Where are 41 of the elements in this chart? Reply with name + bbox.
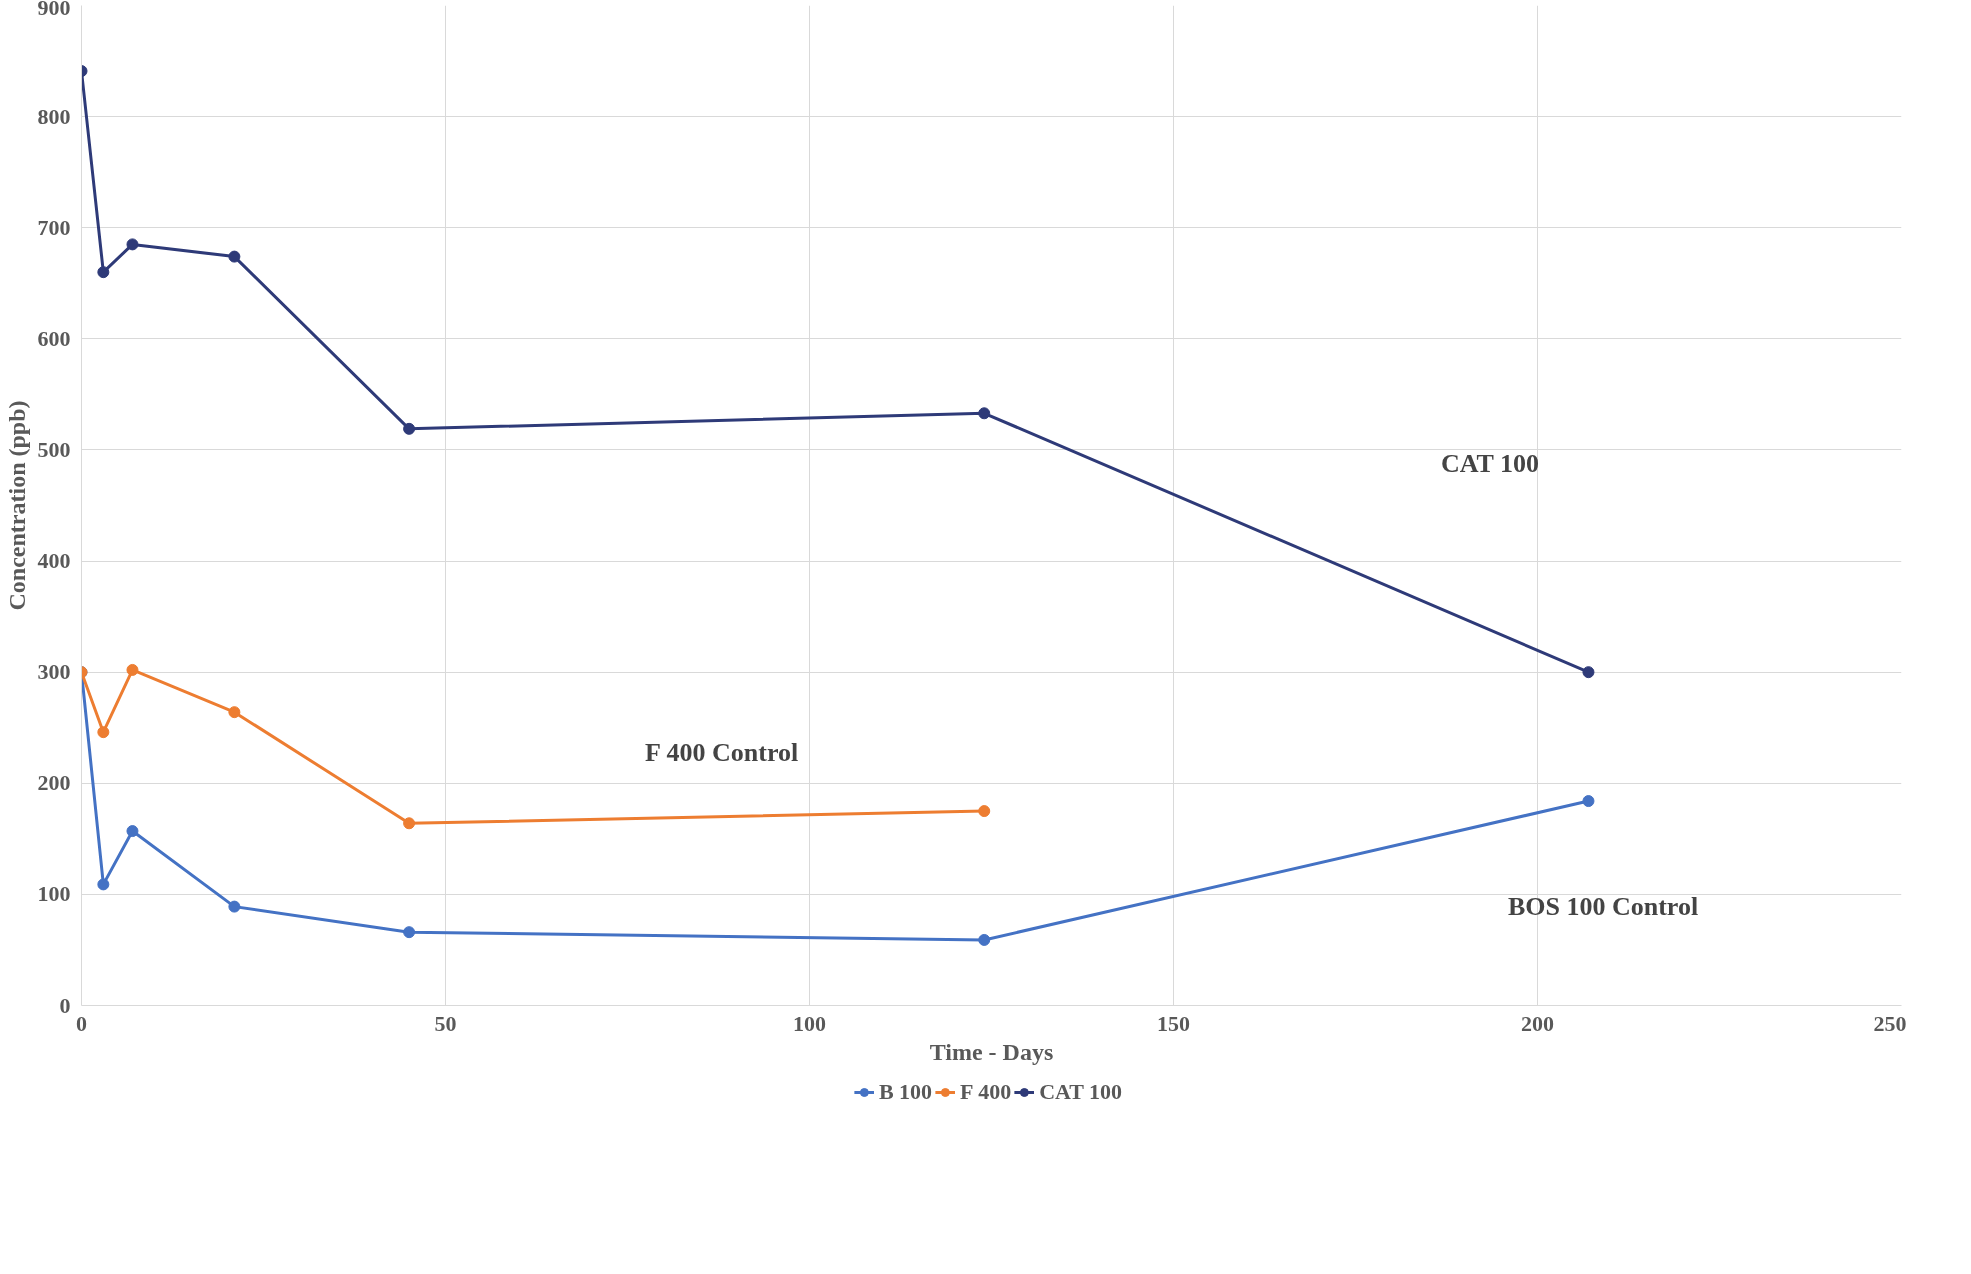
x-tick-label: 250 — [1873, 1010, 1907, 1036]
x-tick-label: 50 — [434, 1010, 457, 1036]
point — [403, 817, 416, 830]
point — [228, 250, 241, 263]
y-axis-title: Concentration (ppb) — [3, 400, 30, 611]
annotation: CAT 100 — [1440, 449, 1539, 478]
point — [228, 706, 241, 719]
point — [97, 266, 110, 279]
point — [403, 422, 416, 435]
y-tick-label: 0 — [59, 992, 71, 1018]
x-tick-label: 200 — [1521, 1010, 1554, 1036]
x-tick-label: 0 — [76, 1010, 87, 1036]
y-tick-label: 800 — [37, 103, 71, 129]
point — [126, 825, 139, 838]
point — [978, 805, 991, 818]
point — [978, 407, 991, 420]
x-tick-label: 100 — [793, 1010, 826, 1036]
point — [97, 878, 110, 891]
point — [978, 933, 991, 946]
y-tick-label: 100 — [37, 881, 71, 907]
x-tick-label: 150 — [1157, 1010, 1190, 1036]
legend-label: F 400 — [960, 1079, 1012, 1105]
point — [228, 900, 241, 913]
y-tick-label: 400 — [37, 548, 71, 574]
point — [1582, 795, 1595, 808]
annotation: BOS 100 Control — [1507, 892, 1699, 921]
point — [403, 926, 416, 939]
y-tick-label: 900 — [37, 0, 71, 20]
point — [126, 663, 139, 676]
legend-label: B 100 — [878, 1079, 933, 1105]
point — [97, 726, 110, 739]
y-tick-label: 700 — [37, 214, 71, 240]
y-tick-label: 500 — [37, 436, 71, 462]
point — [1582, 666, 1595, 679]
point — [126, 238, 139, 251]
y-tick-label: 300 — [37, 659, 71, 685]
x-axis-title: Time - Days — [929, 1038, 1054, 1065]
annotation: F 400 Control — [645, 738, 799, 767]
y-tick-label: 200 — [37, 770, 71, 796]
legend-label: CAT 100 — [1039, 1079, 1123, 1105]
y-tick-label: 600 — [37, 325, 71, 351]
